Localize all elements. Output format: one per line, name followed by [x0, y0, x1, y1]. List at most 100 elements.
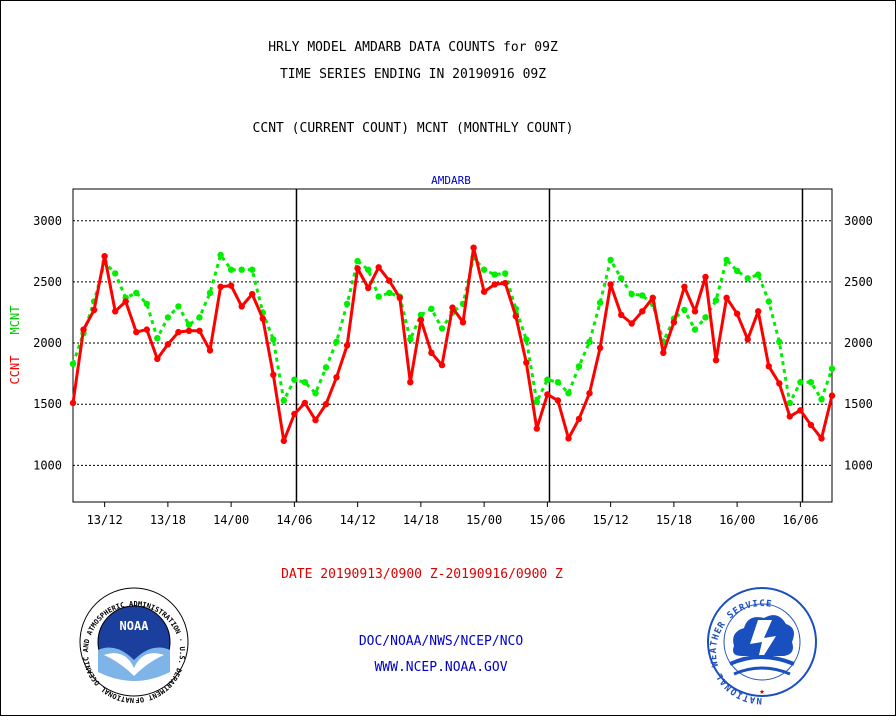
- data-point-mcnt: [417, 311, 425, 319]
- data-point-mcnt: [386, 289, 393, 297]
- data-point-ccnt: [154, 355, 161, 363]
- data-point-ccnt: [206, 347, 214, 354]
- x-tick-label: 16/06: [782, 513, 818, 527]
- data-point-ccnt: [80, 326, 87, 333]
- y-tick-label-left: 3000: [33, 214, 62, 228]
- data-point-mcnt: [681, 306, 688, 314]
- data-point-ccnt: [185, 327, 193, 334]
- data-point-ccnt: [90, 306, 98, 314]
- data-point-ccnt: [164, 341, 172, 348]
- data-point-mcnt: [154, 335, 161, 342]
- data-point-ccnt: [69, 399, 77, 407]
- y-tick-label-right: 1000: [844, 458, 873, 472]
- y-tick-label-left: 1000: [33, 458, 62, 472]
- data-point-mcnt: [301, 379, 309, 386]
- data-point-ccnt: [428, 349, 435, 356]
- x-tick-label: 13/18: [150, 513, 186, 527]
- data-point-mcnt: [502, 270, 509, 277]
- data-point-ccnt: [807, 421, 815, 429]
- data-point-ccnt: [122, 298, 129, 305]
- y-tick-label-right: 2500: [844, 275, 873, 289]
- nws-lightning-icon: [750, 620, 776, 668]
- data-point-mcnt: [196, 314, 203, 321]
- data-point-mcnt: [280, 397, 287, 404]
- y-tick-label-right: 1500: [844, 397, 873, 411]
- data-point-mcnt: [133, 289, 140, 297]
- data-point-ccnt: [386, 277, 393, 284]
- data-point-ccnt: [776, 380, 783, 387]
- data-point-ccnt: [343, 342, 351, 349]
- data-point-mcnt: [238, 266, 245, 273]
- data-point-mcnt: [733, 267, 741, 275]
- data-point-ccnt: [480, 288, 488, 295]
- data-point-mcnt: [554, 379, 562, 386]
- data-point-ccnt: [354, 265, 361, 272]
- data-point-ccnt: [491, 281, 498, 288]
- series-layer: [69, 244, 836, 445]
- y-tick-label-right: 2000: [844, 336, 873, 350]
- data-point-mcnt: [491, 271, 498, 278]
- data-point-mcnt: [702, 314, 709, 321]
- data-point-ccnt: [249, 290, 256, 298]
- data-point-ccnt: [554, 397, 562, 404]
- data-point-mcnt: [480, 266, 488, 273]
- data-point-mcnt: [797, 379, 804, 386]
- series-mcnt: [69, 251, 836, 407]
- data-point-mcnt: [628, 290, 635, 298]
- x-tick-label: 13/12: [87, 513, 123, 527]
- x-tick-label: 14/06: [276, 513, 312, 527]
- data-point-ccnt: [375, 264, 382, 271]
- plot-label: AMDARB: [431, 174, 471, 187]
- data-point-mcnt: [776, 338, 783, 345]
- plot-frame: [72, 188, 833, 503]
- data-point-ccnt: [797, 407, 804, 414]
- data-point-ccnt: [533, 425, 540, 432]
- data-point-mcnt: [164, 314, 172, 321]
- data-point-ccnt: [681, 283, 688, 290]
- data-point-ccnt: [333, 374, 340, 381]
- data-point-ccnt: [670, 319, 678, 326]
- data-point-ccnt: [365, 284, 372, 292]
- y-tick-label-right: 3000: [844, 214, 873, 228]
- y-tick-labels: 1000 1000 1500 1500 2000 2000 2500 2500 3000 3000: [33, 214, 873, 473]
- data-point-ccnt: [259, 315, 266, 322]
- chart-title-line1: HRLY MODEL AMDARB DATA COUNTS for 09Z: [268, 40, 558, 55]
- series-ccnt: [69, 244, 836, 445]
- data-point-mcnt: [723, 256, 730, 264]
- data-point-mcnt: [343, 300, 351, 308]
- data-point-ccnt: [438, 361, 446, 369]
- data-point-ccnt: [101, 253, 108, 260]
- data-point-ccnt: [396, 294, 403, 301]
- data-point-ccnt: [596, 344, 604, 352]
- data-point-ccnt: [628, 320, 635, 327]
- data-point-mcnt: [322, 364, 330, 371]
- data-point-mcnt: [438, 325, 446, 332]
- x-tick-label: 14/12: [340, 513, 376, 527]
- data-point-mcnt: [206, 289, 214, 297]
- data-point-mcnt: [744, 275, 751, 282]
- noaa-center-text: NOAA: [120, 619, 150, 633]
- data-point-mcnt: [365, 266, 372, 273]
- data-point-ccnt: [312, 416, 319, 424]
- data-point-mcnt: [755, 271, 762, 278]
- x-tick-labels: 13/12 13/18 14/00 14/06 14/12 14/18 15/00 15/06…: [87, 502, 818, 527]
- data-point-ccnt: [723, 294, 730, 301]
- data-point-mcnt: [227, 266, 235, 273]
- footer-org: DOC/NOAA/NWS/NCEP/NCO: [359, 634, 524, 649]
- data-point-mcnt: [291, 376, 298, 383]
- data-point-ccnt: [691, 308, 699, 315]
- data-point-ccnt: [270, 371, 277, 378]
- x-tick-label: 14/00: [213, 513, 249, 527]
- data-point-mcnt: [544, 376, 551, 383]
- data-point-ccnt: [407, 379, 414, 386]
- y-axis-label-ccnt: CCNT: [8, 356, 22, 385]
- data-point-ccnt: [586, 390, 593, 397]
- data-point-mcnt: [807, 379, 815, 386]
- data-point-ccnt: [765, 363, 772, 370]
- data-point-ccnt: [217, 283, 224, 290]
- y-axis-label-mcnt: MCNT: [8, 306, 22, 335]
- series-line-ccnt: [71, 246, 834, 443]
- data-point-mcnt: [249, 266, 256, 273]
- data-point-mcnt: [618, 275, 625, 282]
